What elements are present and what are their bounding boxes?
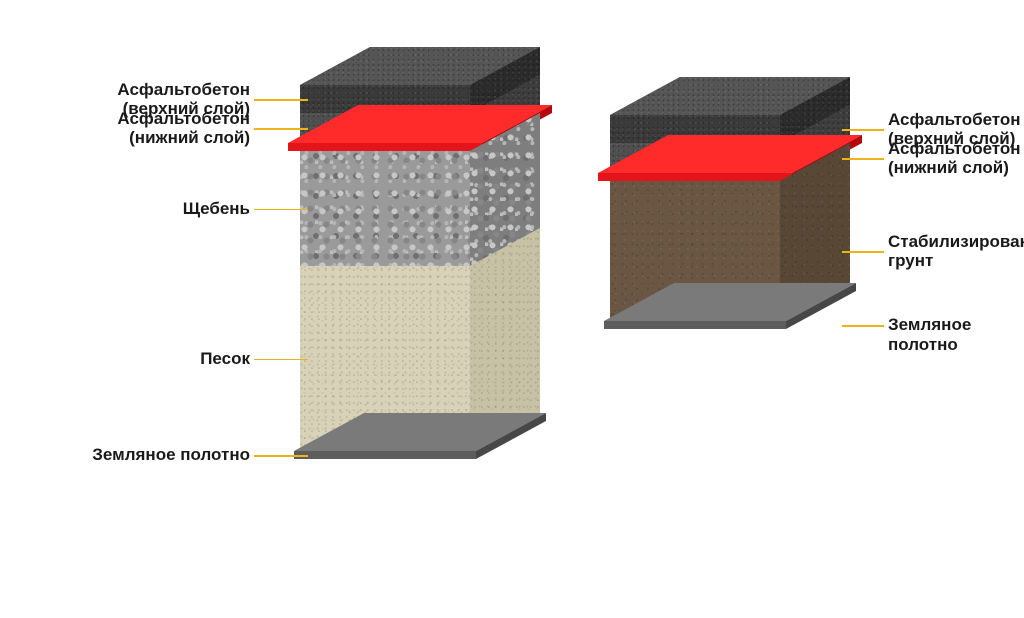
label-left-sand: Песок xyxy=(200,349,250,368)
leader-line xyxy=(254,128,308,130)
leader-line xyxy=(254,455,308,457)
leader-line xyxy=(842,158,884,160)
leader-line xyxy=(254,209,308,211)
layer-front-face xyxy=(604,321,786,329)
leader-line xyxy=(254,99,308,101)
leader-line xyxy=(842,325,884,327)
leader-line xyxy=(842,251,884,253)
layer-front-face xyxy=(288,143,482,151)
label-right-asphalt_bottom: Асфальтобетон (нижний слой) xyxy=(888,139,1021,177)
label-right-stab_soil: Стабилизированный грунт xyxy=(888,232,1024,270)
layer-front-face xyxy=(300,151,470,266)
label-left-gravel: Щебень xyxy=(183,199,250,218)
diagram-stage: Асфальтобетон (верхний слой)Асфальтобето… xyxy=(0,0,1024,618)
label-right-base_plate: Земляное полотно xyxy=(888,315,1024,353)
layer-front-face xyxy=(598,173,792,181)
layer-front-face xyxy=(294,451,476,459)
leader-line xyxy=(254,359,308,361)
label-left-asphalt_bottom: Асфальтобетон (нижний слой) xyxy=(117,109,250,147)
label-left-base_plate: Земляное полотно xyxy=(92,445,250,464)
leader-line xyxy=(842,129,884,131)
